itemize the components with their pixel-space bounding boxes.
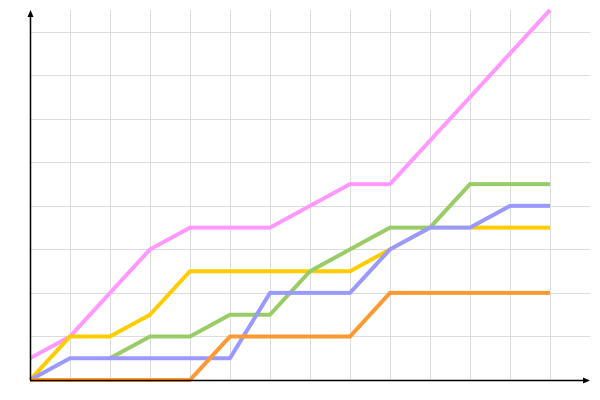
series-lines — [28, 8, 552, 382]
series-line-4 — [29, 203, 550, 382]
series-line-3 — [109, 182, 550, 360]
axes — [27, 10, 590, 384]
series-line-1 — [29, 8, 552, 360]
x-axis-arrow — [583, 377, 590, 384]
grid — [30, 10, 590, 380]
y-axis-arrow — [27, 10, 34, 17]
